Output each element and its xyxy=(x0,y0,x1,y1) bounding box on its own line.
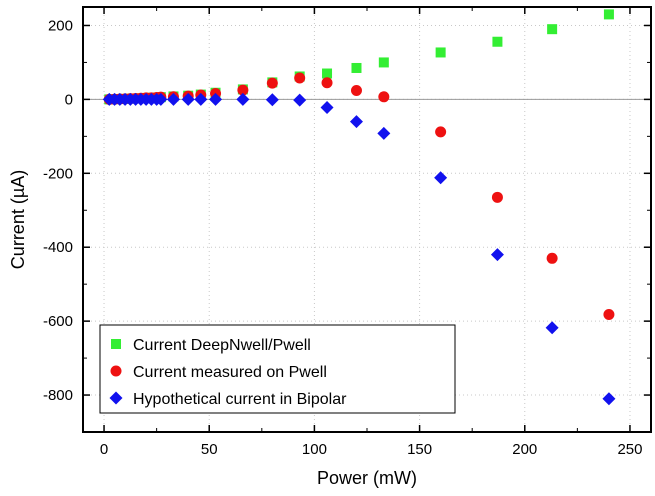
data-point-circle xyxy=(294,72,306,84)
legend-marker-diamond xyxy=(109,391,123,405)
legend: Current DeepNwell/Pwell Current measured … xyxy=(99,324,456,414)
legend-entries: Current DeepNwell/Pwell Current measured … xyxy=(109,337,347,408)
data-point-diamond xyxy=(236,92,250,106)
x-axis-title: Power (mW) xyxy=(317,468,417,488)
data-point-diamond xyxy=(434,171,448,185)
y-tick-label: -600 xyxy=(43,313,73,330)
legend-label: Current DeepNwell/Pwell xyxy=(133,337,311,354)
data-point-circle xyxy=(378,91,390,103)
legend-label: Hypothetical current in Bipolar xyxy=(133,391,347,408)
x-tick-label: 200 xyxy=(512,441,537,458)
data-point-diamond xyxy=(209,92,223,106)
y-tick-label: -200 xyxy=(43,165,73,182)
y-tick-label: -800 xyxy=(43,387,73,404)
data-point-square xyxy=(435,47,446,58)
data-point-circle xyxy=(603,308,615,320)
legend-label: Current measured on Pwell xyxy=(133,364,327,381)
data-point-diamond xyxy=(181,92,195,106)
x-tick-label: 100 xyxy=(302,441,327,458)
data-point-diamond xyxy=(265,93,279,107)
data-point-diamond xyxy=(166,92,180,106)
data-point-diamond xyxy=(320,101,334,115)
x-tick-label: 0 xyxy=(100,441,108,458)
x-tick-label: 150 xyxy=(407,441,432,458)
y-axis-title: Current (µA) xyxy=(8,170,28,269)
data-point-diamond xyxy=(349,115,363,129)
data-point-circle xyxy=(237,84,249,96)
data-point-diamond xyxy=(293,93,307,107)
data-point-circle xyxy=(491,191,503,203)
data-point-circle xyxy=(435,126,447,138)
data-point-diamond xyxy=(490,248,504,262)
data-point-diamond xyxy=(377,126,391,140)
data-point-circle xyxy=(321,77,333,89)
data-point-circle xyxy=(546,252,558,264)
data-point-circle xyxy=(266,77,278,89)
series-diamond xyxy=(102,92,616,406)
data-point-circle xyxy=(350,85,362,97)
axis-ticks xyxy=(83,7,651,433)
data-points xyxy=(102,9,616,406)
data-point-diamond xyxy=(602,392,616,406)
data-point-diamond xyxy=(194,92,208,106)
data-point-square xyxy=(603,9,614,20)
data-point-diamond xyxy=(545,321,559,335)
data-point-square xyxy=(547,24,558,35)
y-tick-label: 200 xyxy=(48,17,73,34)
x-tick-label: 250 xyxy=(617,441,642,458)
legend-marker-square xyxy=(111,339,121,349)
data-point-square xyxy=(378,57,389,68)
data-point-square xyxy=(322,68,333,79)
tick-labels: 0 50 100 150 200 250 -800 -600 -400 -200 0 200 xyxy=(43,17,643,458)
series-circle xyxy=(103,72,615,320)
legend-marker-circle xyxy=(110,365,122,377)
y-tick-label: 0 xyxy=(65,91,73,108)
y-tick-label: -400 xyxy=(43,239,73,256)
data-point-square xyxy=(351,62,362,73)
data-point-square xyxy=(492,36,503,47)
x-tick-label: 50 xyxy=(201,441,218,458)
legend-box xyxy=(99,324,456,414)
data-point-diamond xyxy=(154,92,168,106)
